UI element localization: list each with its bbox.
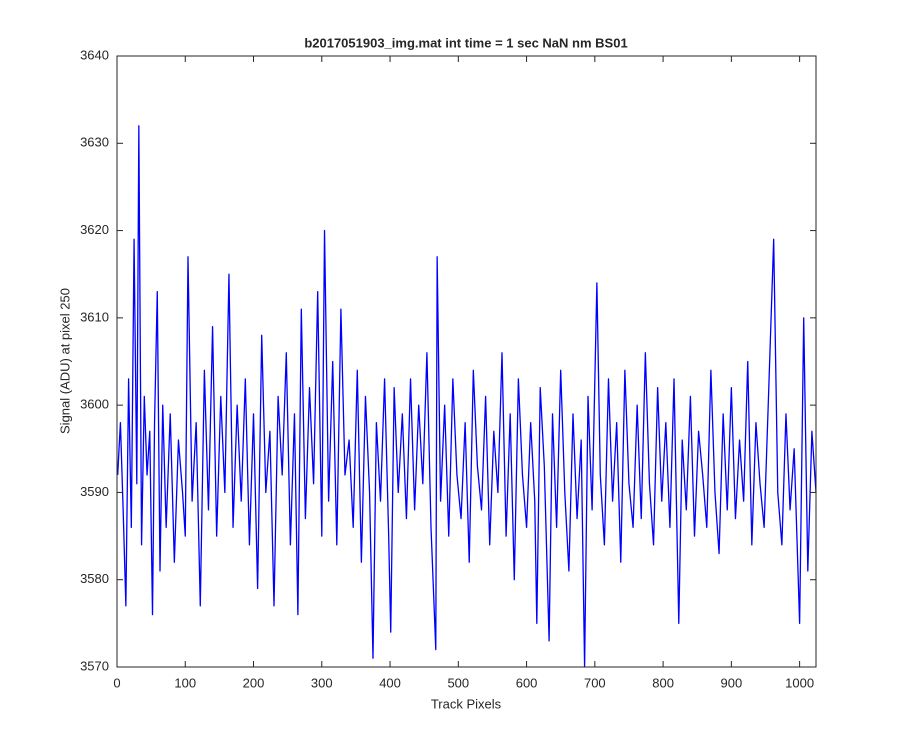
x-tick-label: 300 — [311, 675, 333, 690]
y-tick-label: 3640 — [80, 47, 109, 62]
x-axis-label: Track Pixels — [431, 696, 502, 711]
x-tick-label: 700 — [584, 675, 606, 690]
x-tick-label: 0 — [113, 675, 120, 690]
x-tick-label: 500 — [447, 675, 469, 690]
x-tick-label: 600 — [516, 675, 538, 690]
x-tick-label: 400 — [379, 675, 401, 690]
y-tick-label: 3630 — [80, 135, 109, 150]
x-tick-label: 800 — [652, 675, 674, 690]
axes-box — [116, 55, 817, 668]
y-tick-label: 3590 — [80, 484, 109, 499]
y-axis-label: Signal (ADU) at pixel 250 — [57, 288, 72, 434]
x-tick-label: 100 — [174, 675, 196, 690]
x-tick-label: 900 — [721, 675, 743, 690]
y-tick-label: 3570 — [80, 658, 109, 673]
y-tick-label: 3610 — [80, 309, 109, 324]
chart-title: b2017051903_img.mat int time = 1 sec NaN… — [304, 35, 627, 50]
data-line — [117, 125, 817, 668]
x-tick-label: 200 — [243, 675, 265, 690]
y-tick-label: 3600 — [80, 397, 109, 412]
y-tick-label: 3620 — [80, 222, 109, 237]
y-tick-label: 3580 — [80, 571, 109, 586]
x-tick-label: 1000 — [785, 675, 814, 690]
